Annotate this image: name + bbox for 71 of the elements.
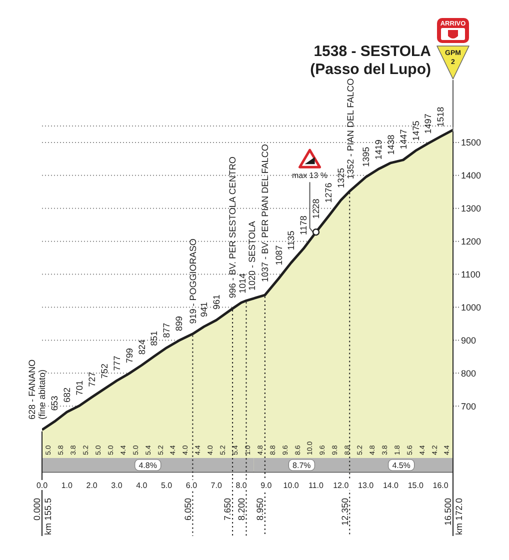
data-label: 1419 <box>373 140 384 160</box>
y-tick-label: 1400 <box>461 170 482 181</box>
data-label: 628 - FANANO (fine abitato) <box>27 359 48 420</box>
x-tick-label: 14.0 <box>382 481 400 490</box>
x-tick-label: 3.0 <box>111 481 123 490</box>
data-label: 1475 <box>410 120 421 141</box>
data-label: 824 <box>136 340 147 355</box>
data-label: 777 <box>112 356 122 371</box>
data-label: 996 - BV. PER SESTOLA CENTRO <box>228 156 238 298</box>
data-label: 653 <box>50 396 60 411</box>
data-label: 1087 <box>274 245 284 266</box>
y-tick-label: 1000 <box>461 302 482 312</box>
band-label: 8.7% <box>292 461 311 470</box>
data-label: 1438 <box>386 134 396 155</box>
x-tick-label: 12.0 <box>333 481 350 490</box>
data-label: 1014 <box>237 273 248 294</box>
y-tick-label: 1100 <box>461 269 480 280</box>
x-tick-label: 0.0 <box>36 481 48 490</box>
data-label: 799 <box>124 348 134 364</box>
data-label: 919 - POGGIORASO <box>188 238 198 324</box>
x-tick-label: 5.0 <box>160 481 173 490</box>
x-tick-label: 15.0 <box>408 481 424 490</box>
ref-line-label: 12.350 <box>340 498 350 526</box>
data-label: 1228 <box>311 198 322 219</box>
data-label: 1518 <box>436 106 446 127</box>
y-tick-label: 700 <box>461 401 476 412</box>
data-label: 1352 - PIAN DEL FALCO <box>346 78 356 180</box>
x-tick-label: 11.0 <box>308 481 324 490</box>
y-tick-label: 800 <box>461 368 476 378</box>
x-tick-label: 6.0 <box>186 481 198 490</box>
data-label: 1395 <box>360 146 371 167</box>
ref-line-label: 8.950 <box>255 498 266 521</box>
data-label: 941 <box>199 302 210 318</box>
x-tick-label: 7.0 <box>210 481 222 490</box>
y-tick-label: 900 <box>461 335 476 346</box>
data-label: 701 <box>74 380 85 396</box>
x-tick-label: 16.0 <box>432 481 449 490</box>
ref-line-label: 7.650 <box>222 498 233 521</box>
y-tick-label: 1200 <box>461 236 482 247</box>
x-tick-label: 9.0 <box>260 481 272 490</box>
x-tick-label: 10.0 <box>283 481 300 490</box>
x-tick-label: 13.0 <box>358 481 374 490</box>
data-label: 961 <box>212 294 222 310</box>
data-label: 1325 <box>336 168 346 188</box>
x-tick-label: 2.0 <box>86 481 98 490</box>
data-label: 682 <box>62 387 72 403</box>
data-label: 1135 <box>286 230 296 250</box>
data-label: 727 <box>86 372 97 387</box>
data-label: 1020 - SESTOLA <box>246 221 257 290</box>
data-label: 1178 <box>298 216 309 235</box>
data-label: 752 <box>99 364 110 379</box>
data-label: 877 <box>162 322 172 338</box>
x-tick-label: 4.0 <box>136 481 148 490</box>
band-label: 4.8% <box>138 461 157 470</box>
data-label: 1497 <box>423 114 434 134</box>
chart-title: 1538 - SESTOLA (Passo del Lupo) <box>310 43 432 78</box>
data-label: 1447 <box>398 129 408 150</box>
ref-line-label: 16.500 km 172.0 <box>443 498 464 536</box>
annotation: max 13 % <box>292 171 328 180</box>
data-label: 1276 <box>324 182 334 203</box>
ref-line-label: 6.050 <box>182 498 193 521</box>
data-label: 851 <box>149 330 160 346</box>
ref-line-label: 8.200 <box>236 498 246 521</box>
y-tick-label: 1300 <box>461 204 482 214</box>
data-label: 899 <box>174 316 184 332</box>
ref-line-label: 0.000 km 155.5 <box>32 498 54 536</box>
band-label: 4.5% <box>392 461 410 470</box>
x-tick-label: 8.0 <box>236 481 248 490</box>
x-tick-label: 1.0 <box>61 481 74 490</box>
data-label: 1037 - BV. PER PIAN DEL FALCO <box>260 144 270 282</box>
y-tick-label: 1500 <box>461 138 482 148</box>
